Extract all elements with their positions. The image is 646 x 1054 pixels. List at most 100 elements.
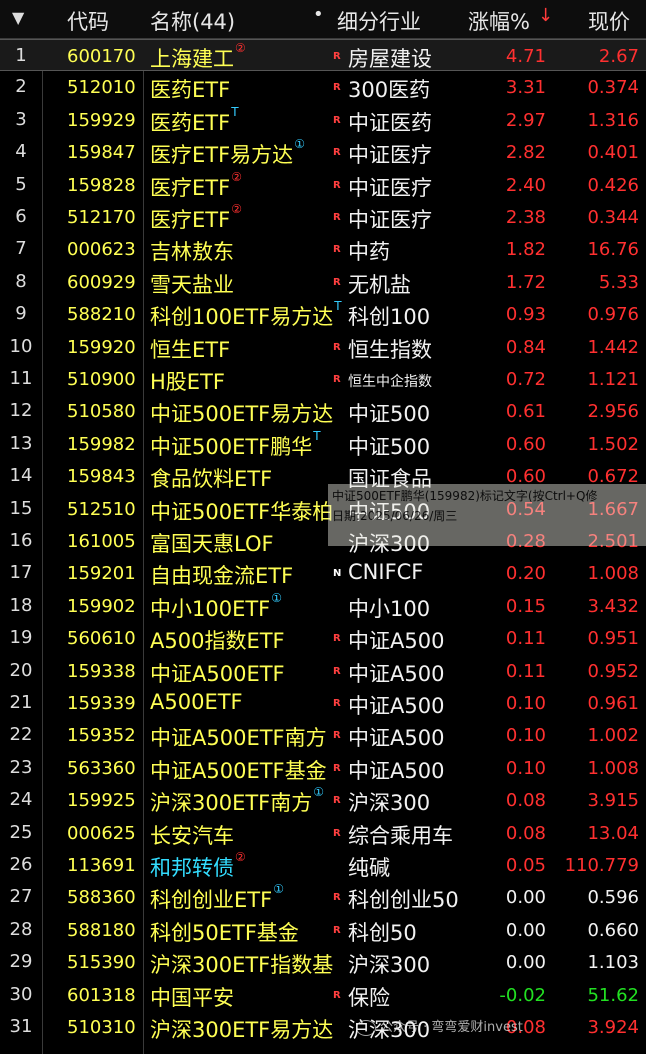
stock-code[interactable]: 159847 [67,142,136,164]
header-name[interactable]: 名称(44) [150,10,236,34]
table-row[interactable]: 19 560610 A500指数ETF R 中证A500 0.11 0.951 [0,622,646,654]
stock-code[interactable]: 159982 [67,433,136,455]
stock-code[interactable]: 159339 [67,693,136,714]
table-row[interactable]: 14 159843 食品饮料ETF 国证食品 0.60 0.672 [0,460,646,492]
table-row[interactable]: 25 000625 长安汽车 R 综合乘用车 0.08 13.04 [0,817,646,849]
stock-code[interactable]: 159902 [67,595,136,617]
stock-code[interactable]: 563360 [67,757,136,779]
header-change-percent[interactable]: 涨幅% [468,10,530,34]
stock-name[interactable]: 中证A500ETF [150,658,285,688]
table-row[interactable]: 2 512010 医药ETF R 300医药 3.31 0.374 [0,71,646,103]
table-row[interactable]: 18 159902 中小100ETF① 中小100 0.15 3.432 [0,590,646,622]
table-row[interactable]: 5 159828 医疗ETF② R 中证医疗 2.40 0.426 [0,169,646,201]
stock-name[interactable]: 中证A500ETF南方 [150,722,327,752]
table-row[interactable]: 13 159982 中证500ETF鹏华T 中证500 0.60 1.502 [0,428,646,460]
stock-name[interactable]: 中证500ETF易方达 [150,398,333,428]
stock-code[interactable]: 512170 [67,207,136,228]
stock-name[interactable]: 沪深300ETF南方① [150,785,324,817]
table-row[interactable]: 12 510580 中证500ETF易方达 中证500 0.61 2.956 [0,395,646,427]
stock-name[interactable]: 沪深300ETF指数基 [150,949,333,979]
stock-code[interactable]: 588360 [67,887,136,909]
stock-name[interactable]: 恒生ETF [150,334,230,364]
stock-name[interactable]: 中小100ETF① [150,591,282,623]
stock-name[interactable]: A500指数ETF [150,625,285,655]
table-row[interactable]: 26 113691 和邦转债② 纯碱 0.05 110.779 [0,849,646,881]
stock-name[interactable]: 上海建工② [150,41,246,73]
table-row[interactable]: 23 563360 中证A500ETF基金 R 中证A500 0.10 1.008 [0,752,646,784]
stock-name[interactable]: 中国平安 [150,982,234,1012]
stock-name[interactable]: 中证500ETF鹏华T [150,429,321,461]
table-row[interactable]: 31 510310 沪深300ETF易方达 沪深300 0.08 3.924 [0,1011,646,1043]
table-row[interactable]: 29 515390 沪深300ETF指数基 沪深300 0.00 1.103 [0,946,646,978]
table-row[interactable]: 22 159352 中证A500ETF南方 R 中证A500 0.10 1.002 [0,719,646,751]
header-code[interactable]: 代码 [67,10,109,34]
stock-code[interactable]: 510900 [67,369,136,390]
stock-name[interactable]: A500ETF [150,690,243,714]
stock-code[interactable]: 113691 [67,855,136,876]
stock-code[interactable]: 600170 [67,46,136,67]
stock-code[interactable]: 159201 [67,563,136,585]
stock-code[interactable]: 510310 [67,1017,136,1038]
table-row[interactable]: 1 600170 上海建工② R 房屋建设 4.71 2.67 [0,39,646,71]
stock-name[interactable]: 科创100ETF易方达T [150,299,342,331]
stock-code[interactable]: 560610 [67,628,136,650]
stock-code[interactable]: 159338 [67,660,136,682]
table-row[interactable]: 21 159339 A500ETF R 中证A500 0.10 0.961 [0,687,646,719]
stock-code[interactable]: 600929 [67,271,136,293]
stock-name[interactable]: 吉林敖东 [150,236,234,266]
stock-name[interactable]: 医疗ETF易方达① [150,137,305,169]
stock-name[interactable]: 和邦转债② [150,850,246,882]
stock-code[interactable]: 601318 [67,984,136,1006]
industry-name: 中证医疗 [348,143,432,168]
stock-name[interactable]: 科创创业ETF① [150,882,284,914]
table-row[interactable]: 9 588210 科创100ETF易方达T 科创100 0.93 0.976 [0,298,646,330]
stock-name[interactable]: 长安汽车 [150,820,234,850]
stock-name[interactable]: 医疗ETF② [150,202,242,234]
stock-code[interactable]: 159929 [67,109,136,131]
table-row[interactable]: 20 159338 中证A500ETF R 中证A500 0.11 0.952 [0,655,646,687]
table-row[interactable]: 30 601318 中国平安 R 保险 -0.02 51.62 [0,979,646,1011]
table-row[interactable]: 7 000623 吉林敖东 R 中药 1.82 16.76 [0,233,646,265]
stock-name[interactable]: 中证A500ETF基金 [150,755,327,785]
table-row[interactable]: 17 159201 自由现金流ETF N CNIFCF 0.20 1.008 [0,557,646,589]
table-row[interactable]: 27 588360 科创创业ETF① R 科创创业50 0.00 0.596 [0,881,646,913]
stock-code[interactable]: 161005 [67,531,136,552]
stock-code[interactable]: 000625 [67,822,136,844]
stock-code[interactable]: 159925 [67,790,136,812]
menu-arrow-icon[interactable]: ▼ [12,8,25,27]
header-industry[interactable]: 细分行业 [337,10,421,34]
stock-name[interactable]: 医药ETFT [150,105,239,137]
table-row[interactable]: 24 159925 沪深300ETF南方① R 沪深300 0.08 3.915 [0,784,646,816]
stock-name[interactable]: 中证500ETF华泰柏 [150,496,333,526]
table-row[interactable]: 10 159920 恒生ETF R 恒生指数 0.84 1.442 [0,331,646,363]
stock-code[interactable]: 159843 [67,466,136,488]
stock-name[interactable]: H股ETF [150,366,225,396]
stock-name[interactable]: 科创50ETF基金 [150,917,299,947]
stock-code[interactable]: 512510 [67,498,136,520]
stock-name[interactable]: 医疗ETF② [150,170,242,202]
header-price[interactable]: 现价 [588,10,630,34]
stock-name[interactable]: 自由现金流ETF [150,560,293,590]
stock-code[interactable]: 000623 [67,239,136,261]
stock-name[interactable]: 医药ETF [150,74,230,104]
stock-code[interactable]: 515390 [67,952,136,974]
stock-code[interactable]: 588210 [67,304,136,326]
table-row[interactable]: 3 159929 医药ETFT R 中证医药 2.97 1.316 [0,104,646,136]
stock-code[interactable]: 588180 [67,919,136,941]
stock-name[interactable]: 富国天惠LOF [150,528,274,558]
stock-code[interactable]: 159828 [67,174,136,196]
table-row[interactable]: 15 512510 中证500ETF华泰柏中证500 0.54 1.667 [0,493,646,525]
stock-name[interactable]: 食品饮料ETF [150,463,272,493]
table-row[interactable]: 4 159847 医疗ETF易方达① R 中证医疗 2.82 0.401 [0,136,646,168]
stock-name[interactable]: 沪深300ETF易方达 [150,1014,333,1044]
stock-code[interactable]: 159920 [67,336,136,358]
stock-code[interactable]: 159352 [67,725,136,747]
table-row[interactable]: 16 161005 富国天惠LOF 沪深300 0.28 2.501 [0,525,646,557]
table-row[interactable]: 6 512170 医疗ETF② R 中证医疗 2.38 0.344 [0,201,646,233]
stock-code[interactable]: 510580 [67,401,136,423]
stock-code[interactable]: 512010 [67,77,136,99]
stock-name[interactable]: 雪天盐业 [150,269,234,299]
table-row[interactable]: 11 510900 H股ETF R 恒生中企指数 0.72 1.121 [0,363,646,395]
table-row[interactable]: 28 588180 科创50ETF基金 R 科创50 0.00 0.660 [0,914,646,946]
table-row[interactable]: 8 600929 雪天盐业 R 无机盐 1.72 5.33 [0,266,646,298]
